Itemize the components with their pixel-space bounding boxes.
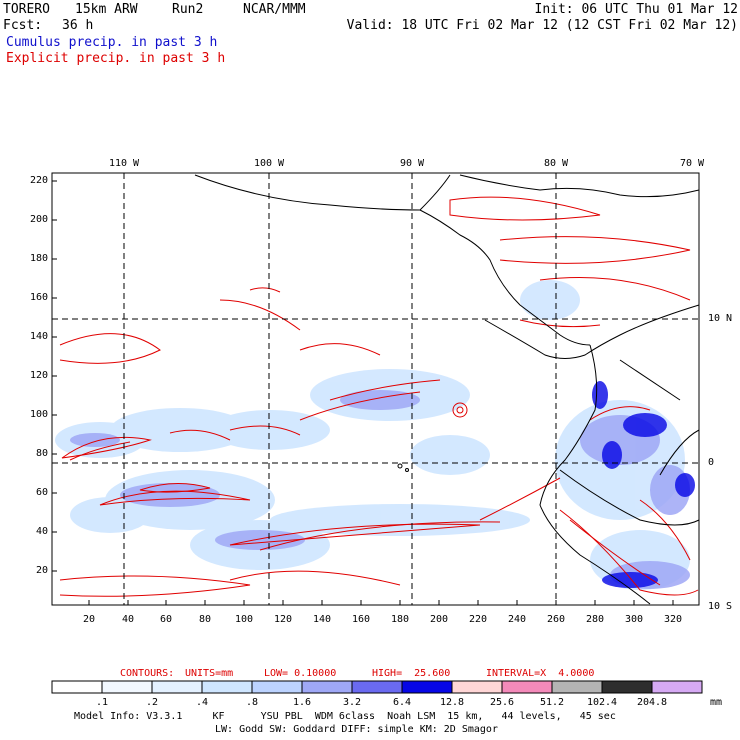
colorbar-box-7 [401,680,453,694]
lon-label-90w: 90 W [399,158,425,169]
colorbar-label-10: 102.4 [586,697,618,708]
lon-label-80w: 80 W [543,158,569,169]
x-tick-280: 280 [585,614,605,625]
model-resolution: 15km ARW [75,2,138,17]
y-tick-180: 180 [29,253,48,264]
colorbar-box-12 [651,680,703,694]
x-tick-240: 240 [507,614,527,625]
y-tick-100: 100 [29,409,48,420]
colorbar-box-1 [101,680,153,694]
colorbar-label-3: .8 [245,697,259,708]
init-time: Init: 06 UTC Thu 01 Mar 12 [534,2,739,17]
colorbar-label-7: 12.8 [439,697,465,708]
left-ticks [52,180,57,572]
contour-interval: INTERVAL=X 4.0000 [486,668,595,679]
colorbar-box-3 [201,680,253,694]
cumulus-field-label: Cumulus precip. in past 3 h [6,35,218,50]
colorbar-label-9: 51.2 [539,697,565,708]
x-tick-320: 320 [663,614,683,625]
colorbar-box-5 [301,680,353,694]
y-tick-140: 140 [29,331,48,342]
lon-label-100w: 100 W [253,158,285,169]
model-center: NCAR/MMM [243,2,306,17]
cumulus-heavy-shading [592,381,695,588]
contour-high: HIGH= 25.600 [372,668,451,679]
x-tick-300: 300 [624,614,644,625]
colorbar-box-8 [451,680,503,694]
x-tick-20: 20 [82,614,96,625]
colorbar-label-4: 1.6 [292,697,312,708]
explicit-contours [59,196,699,597]
y-tick-220: 220 [29,175,48,186]
coastline [194,174,700,605]
x-tick-80: 80 [198,614,212,625]
explicit-field-label: Explicit precip. in past 3 h [6,51,226,66]
valid-time: Valid: 18 UTC Fri 02 Mar 12 (12 CST Fri … [346,18,738,33]
forecast-hours: 36 h [62,18,94,33]
latlon-grid [52,173,699,605]
colorbar-unit: mm [710,697,723,708]
x-tick-200: 200 [429,614,449,625]
y-tick-200: 200 [29,214,48,225]
colorbar-label-5: 3.2 [342,697,362,708]
physics-info-line: LW: Godd SW: Goddard DIFF: simple KM: 2D… [215,724,498,735]
colorbar-box-11 [601,680,653,694]
colorbar-label-6: 6.4 [392,697,412,708]
colorbar-label-0: .1 [95,697,109,708]
contour-low: LOW= 0.10000 [264,668,337,679]
colorbar-box-10 [551,680,603,694]
x-tick-140: 140 [312,614,332,625]
model-name: TORERO [3,2,50,17]
x-tick-260: 260 [546,614,566,625]
colorbar-label-2: .4 [195,697,209,708]
contour-units: UNITS=mm [185,668,234,679]
lon-label-70w: 70 W [680,158,705,169]
colorbar-box-9 [501,680,553,694]
y-tick-120: 120 [29,370,48,381]
lat-label-10n: 10 N [708,313,733,324]
colorbar-label-8: 25.6 [489,697,515,708]
colorbar-label-11: 204.8 [636,697,668,708]
model-run: Run2 [172,2,204,17]
model-info-line: Model Info: V3.3.1 KF YSU PBL WDM 6class… [74,711,616,722]
y-tick-80: 80 [35,448,48,459]
y-tick-60: 60 [35,487,48,498]
lon-label-110w: 110 W [108,158,140,169]
colorbar [51,680,703,694]
colorbar-box-6 [351,680,403,694]
x-tick-220: 220 [468,614,488,625]
x-tick-180: 180 [390,614,410,625]
colorbar-label-1: .2 [145,697,159,708]
x-tick-100: 100 [234,614,254,625]
x-tick-160: 160 [351,614,371,625]
y-tick-40: 40 [35,526,48,537]
forecast-label: Fcst: [3,18,43,33]
contour-title: CONTOURS: [120,668,175,679]
x-tick-120: 120 [273,614,293,625]
x-tick-60: 60 [159,614,173,625]
colorbar-box-4 [251,680,303,694]
y-tick-160: 160 [29,292,48,303]
bottom-ticks [88,600,674,605]
lat-label-0: 0 [708,457,715,468]
lat-label-10s: 10 S [708,601,733,612]
x-tick-40: 40 [121,614,135,625]
y-tick-20: 20 [35,565,48,576]
colorbar-box-0 [51,680,103,694]
colorbar-box-2 [151,680,203,694]
